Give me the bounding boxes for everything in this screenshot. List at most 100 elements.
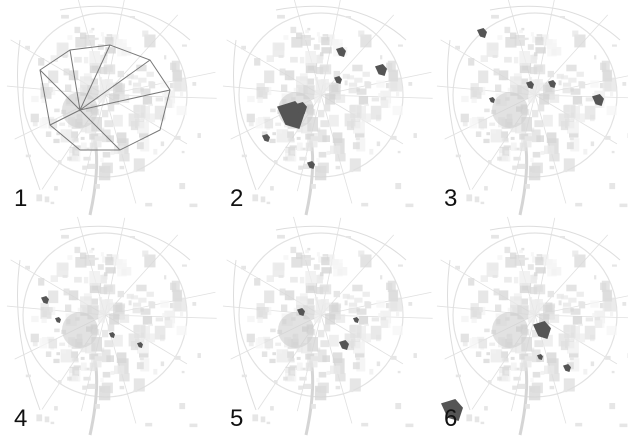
urban-block [519, 271, 530, 286]
urban-block [160, 300, 169, 308]
urban-block [519, 142, 527, 152]
urban-block [327, 254, 335, 262]
urban-block [318, 109, 325, 118]
urban-block [180, 91, 184, 97]
suburb-block [519, 37, 527, 41]
urban-block [392, 105, 403, 116]
suburb-block [270, 186, 274, 191]
urban-block [32, 341, 38, 347]
urban-block [528, 77, 533, 81]
suburb-block [474, 416, 480, 423]
urban-block [109, 313, 120, 325]
urban-block [272, 132, 276, 136]
suburb-block [120, 96, 125, 99]
urban-block [510, 136, 515, 140]
urban-block [31, 95, 39, 103]
urban-block [320, 340, 329, 348]
urban-block [602, 291, 612, 299]
urban-block [255, 338, 264, 349]
urban-block [142, 250, 149, 257]
urban-block [569, 352, 579, 358]
urban-block [83, 56, 89, 64]
suburb-block [455, 154, 461, 158]
urban-block [100, 32, 104, 37]
urban-block [307, 247, 311, 251]
urban-block [325, 93, 336, 105]
urban-block [530, 378, 534, 382]
urban-block [148, 323, 153, 327]
suburb-block [160, 141, 165, 147]
urban-block [590, 80, 599, 88]
center [492, 312, 528, 348]
suburb-block [128, 80, 132, 86]
urban-block [330, 365, 341, 375]
urban-block [296, 76, 308, 94]
urban-block [495, 84, 502, 92]
urban-block [109, 93, 120, 105]
panel-label: 2 [230, 185, 243, 212]
urban-block [140, 88, 151, 95]
urban-block [549, 385, 555, 390]
urban-block [501, 155, 509, 162]
suburb-block [93, 37, 99, 40]
urban-block [316, 252, 320, 257]
urban-block [355, 137, 360, 140]
urban-block [60, 349, 73, 363]
urban-block [80, 76, 92, 94]
suburb-block [395, 183, 402, 190]
urban-block [155, 97, 164, 102]
urban-block [489, 122, 496, 126]
urban-block [67, 35, 73, 40]
urban-block [114, 365, 125, 375]
suburb-block [61, 234, 69, 239]
urban-block [468, 58, 475, 66]
urban-block [544, 145, 555, 155]
urban-block [98, 94, 105, 103]
urban-block [517, 163, 527, 169]
urban-block [301, 122, 312, 134]
map-panel: 4 [6, 216, 217, 436]
urban-block [502, 358, 509, 363]
urban-block [471, 317, 477, 323]
urban-block [248, 341, 254, 347]
urban-block [48, 290, 59, 304]
highlight-area [297, 308, 305, 316]
urban-block [41, 317, 47, 323]
urban-block [91, 27, 95, 31]
suburb-block [466, 194, 473, 202]
suburb-block [241, 374, 247, 378]
suburb-block [527, 264, 534, 270]
suburb-block [149, 301, 156, 309]
urban-block [306, 78, 314, 85]
urban-block [100, 378, 104, 382]
urban-block [493, 68, 500, 76]
urban-block [40, 303, 49, 311]
urban-block [146, 71, 154, 77]
suburb-block [290, 370, 295, 375]
urban-block [387, 280, 396, 293]
suburb-block [299, 376, 307, 381]
urban-block [50, 347, 55, 350]
suburb-block [133, 169, 138, 173]
urban-block [128, 113, 140, 127]
suburb-block [513, 156, 521, 161]
suburb-block [94, 136, 103, 141]
urban-block [297, 362, 303, 371]
urban-block [255, 118, 264, 129]
urban-block [492, 275, 498, 278]
urban-block [378, 313, 384, 318]
urban-block [301, 342, 312, 354]
urban-block [519, 249, 523, 254]
urban-block [331, 302, 339, 313]
urban-block [352, 64, 363, 72]
urban-block [316, 274, 323, 284]
urban-block [356, 138, 366, 152]
urban-block [137, 342, 149, 354]
urban-block [296, 296, 308, 314]
urban-block [322, 135, 330, 142]
urban-block [342, 293, 350, 299]
urban-block [258, 90, 263, 98]
urban-block [290, 56, 298, 63]
suburb-block [408, 302, 413, 306]
urban-block [475, 351, 482, 357]
